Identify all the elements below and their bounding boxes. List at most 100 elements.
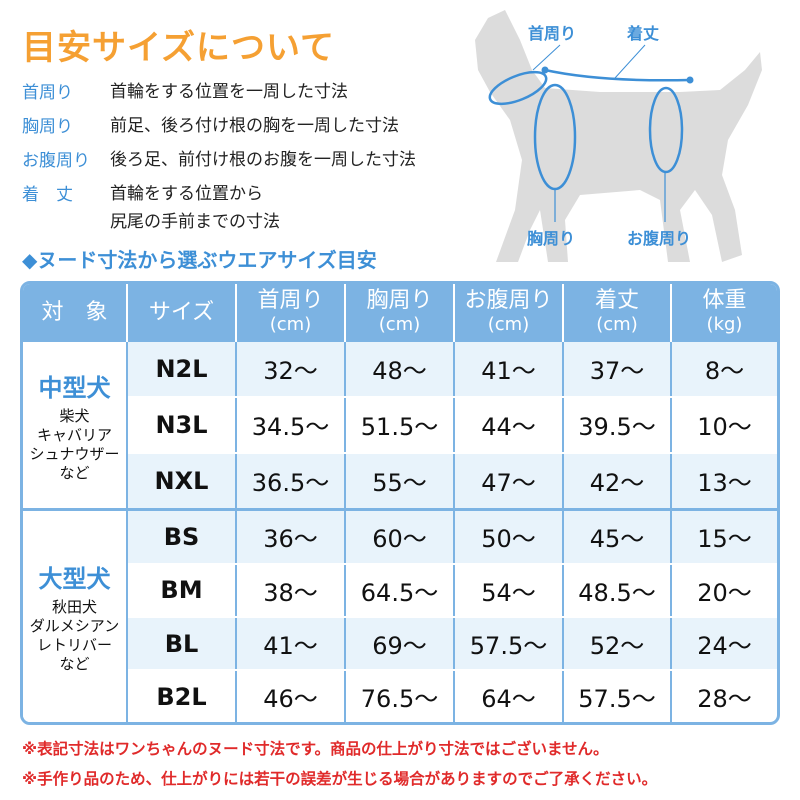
table-row: B2L 46〜 76.5〜 64〜 57.5〜 28〜 [23, 670, 777, 722]
diagram-label-belly: お腹周り [627, 229, 692, 248]
column-header-label: サイズ [148, 300, 215, 325]
size-cell: B2L [127, 670, 237, 722]
table-row: BM 38〜 64.5〜 54〜 48.5〜 20〜 [23, 563, 777, 618]
definition-belly: お腹周り 後ろ足、前付け根のお腹を一周した寸法 [22, 146, 416, 174]
value-cell: 64.5〜 [345, 563, 455, 618]
column-header-label: 胸周り [366, 288, 433, 313]
value-cell: 42〜 [563, 452, 672, 512]
diagram-label-length: 着丈 [627, 24, 660, 43]
value-cell: 47〜 [454, 452, 564, 512]
value-cell: 38〜 [236, 563, 346, 618]
value-cell: 48.5〜 [563, 563, 672, 618]
definition-length: 着 丈 首輪をする位置から 尻尾の手前までの寸法 [22, 180, 280, 236]
value-cell: 37〜 [563, 342, 672, 398]
column-header: 着丈 (cm) [563, 284, 672, 342]
definition-term: 首周り [22, 83, 73, 103]
column-header-label: お腹周り [464, 288, 553, 313]
column-header: 体重 (kg) [671, 284, 777, 342]
value-cell: 44〜 [454, 396, 564, 454]
value-cell: 34.5〜 [236, 396, 346, 454]
value-cell: 36〜 [236, 509, 346, 565]
size-table: 対 象サイズ 首周り (cm) 胸周り (cm) お腹周り (cm) 着丈 (cm) 体重 (kg)… [20, 281, 780, 725]
dog-silhouette [475, 10, 762, 262]
value-cell: 28〜 [697, 685, 752, 714]
definition-term: 胸周り [22, 117, 73, 137]
neck-ring [488, 70, 548, 106]
column-header: 対 象 [23, 284, 128, 342]
column-header-label: 着丈 [594, 288, 639, 313]
section-subtitle: ◆ヌード寸法から選ぶウエアサイズ目安 [22, 248, 377, 272]
value-cell: 51.5〜 [345, 396, 455, 454]
size-cell: BS [127, 509, 237, 565]
table-row: NXL 36.5〜 55〜 47〜 42〜 13〜 [23, 452, 777, 512]
size-cell: N3L [127, 396, 237, 454]
value-cell: 8〜 [671, 342, 777, 398]
column-header-unit: (cm) [378, 314, 421, 335]
diagram-label-chest: 胸周り [527, 229, 576, 248]
definition-neck: 首周り 首輪をする位置を一周した寸法 [22, 78, 348, 106]
dog-type-name: 大型犬 [38, 565, 111, 594]
value-cell: 69〜 [345, 616, 455, 672]
column-header-label: 首周り [257, 288, 324, 313]
column-header: 首周り (cm) [236, 284, 346, 342]
note-nude-size: ※表記寸法はワンちゃんのヌード寸法です。商品の仕上がり寸法ではございません。 [22, 740, 609, 758]
definition-desc: 首輪をする位置から [110, 184, 263, 204]
table-row: BL 41〜 69〜 57.5〜 52〜 24〜 [23, 616, 777, 672]
page-title: 目安サイズについて [22, 28, 335, 68]
table-row: 中型犬柴犬 キャバリア シュナウザー など N2L 32〜 48〜 41〜 37〜 8〜 [23, 342, 777, 512]
value-cell: 46〜 [236, 670, 346, 722]
definition-desc: 首輪をする位置を一周した寸法 [110, 82, 348, 102]
value-cell: 41〜 [236, 616, 346, 672]
value-cell: 76.5〜 [345, 670, 455, 722]
dog-type-cell: 大型犬秋田犬 ダルメシアン レトリバー など [23, 509, 128, 722]
value-cell: 24〜 [671, 616, 777, 672]
value-cell: 64〜 [454, 670, 564, 722]
column-header-unit: (cm) [596, 314, 638, 335]
dog-type-name: 中型犬 [38, 373, 111, 402]
value-cell: 13〜 [671, 452, 777, 512]
dog-measurement-diagram [475, 10, 762, 262]
value-cell: 52〜 [563, 616, 672, 672]
value-cell: 32〜 [236, 342, 346, 398]
value-cell: 57.5〜 [563, 670, 672, 722]
chest-ring [533, 83, 577, 191]
column-header-label: 体重 [702, 288, 747, 313]
definition-desc: 後ろ足、前付け根のお腹を一周した寸法 [110, 150, 416, 170]
definition-term: お腹周り [22, 151, 90, 171]
value-cell: 39.5〜 [563, 396, 672, 454]
column-header: サイズ [127, 284, 237, 342]
definition-desc: 前足、後ろ付け根の胸を一周した寸法 [110, 116, 399, 136]
diagram-label-neck: 首周り [528, 24, 577, 43]
dog-breeds: 柴犬 キャバリア シュナウザー など [29, 406, 120, 482]
dog-type-cell: 中型犬柴犬 キャバリア シュナウザー など [23, 342, 128, 512]
column-header-unit: (cm) [269, 314, 312, 335]
note-handmade: ※手作り品のため、仕上がりには若干の誤差が生じる場合がありますのでご了承ください… [22, 770, 658, 788]
value-cell: 15〜 [671, 509, 777, 565]
size-cell: NXL [127, 452, 237, 512]
column-header-label: 対 象 [41, 300, 108, 325]
value-cell: 45〜 [563, 509, 672, 565]
column-header: 胸周り (cm) [345, 284, 455, 342]
length-line [544, 68, 691, 82]
column-header-unit: (kg) [706, 314, 743, 335]
definition-chest: 胸周り 前足、後ろ付け根の胸を一周した寸法 [22, 112, 399, 140]
value-cell: 50〜 [454, 509, 564, 565]
value-cell: 20〜 [671, 563, 777, 618]
column-header-unit: (cm) [487, 314, 530, 335]
value-cell: 48〜 [345, 342, 455, 398]
column-header: お腹周り (cm) [454, 284, 564, 342]
dog-breeds: 秋田犬 ダルメシアン レトリバー など [29, 598, 120, 674]
value-cell: 60〜 [345, 509, 455, 565]
size-cell: BL [127, 616, 237, 672]
size-cell: N2L [127, 342, 237, 398]
size-cell: BM [127, 563, 237, 618]
value-cell: 57.5〜 [454, 616, 564, 672]
value-cell: 41〜 [454, 342, 564, 398]
belly-ring [648, 86, 684, 174]
table-row: 大型犬秋田犬 ダルメシアン レトリバー など BS 36〜 60〜 50〜 45〜 15〜 [23, 509, 777, 722]
definition-desc-line2: 尻尾の手前までの寸法 [110, 212, 280, 232]
definition-term: 着 丈 [22, 185, 73, 205]
value-cell: 54〜 [454, 563, 564, 618]
table-row: N3L 34.5〜 51.5〜 44〜 39.5〜 10〜 [23, 396, 777, 454]
value-cell: 55〜 [345, 452, 455, 512]
